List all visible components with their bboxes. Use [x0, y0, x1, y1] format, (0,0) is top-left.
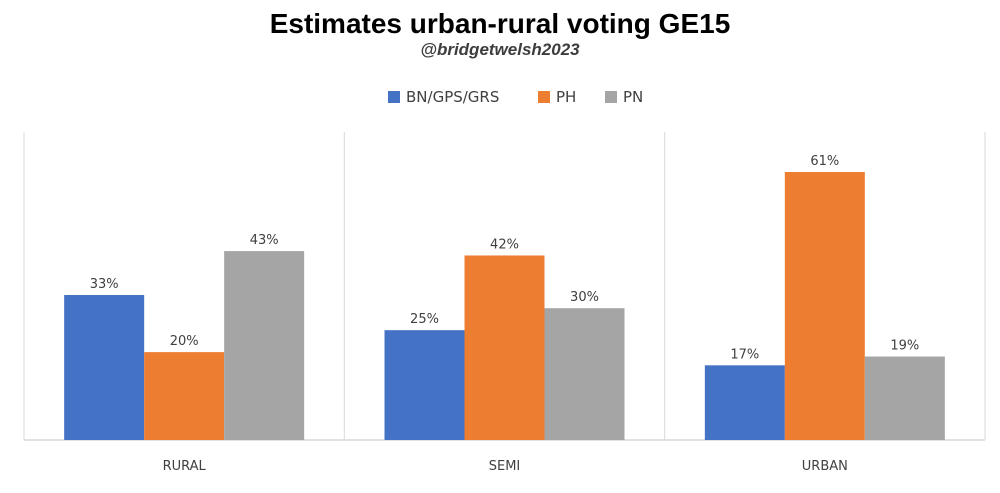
bar-pn-urban: [864, 356, 945, 440]
chart-subtitle: @bridgetwelsh2023: [420, 40, 580, 59]
x-tick-label: URBAN: [802, 459, 848, 474]
data-label: 42%: [490, 237, 519, 252]
x-tick-label: SEMI: [489, 459, 521, 474]
bar-bn-gps-grs-urban: [704, 365, 785, 440]
bar-ph-rural: [144, 352, 225, 440]
bar-pn-semi: [544, 308, 625, 440]
data-label: 25%: [410, 312, 439, 327]
x-tick-label: RURAL: [163, 459, 207, 474]
data-label: 30%: [570, 290, 599, 305]
bar-pn-rural: [224, 251, 305, 440]
data-label: 43%: [250, 233, 279, 248]
legend-swatch: [605, 91, 617, 103]
bar-bn-gps-grs-rural: [64, 295, 145, 440]
chart-title: Estimates urban-rural voting GE15: [269, 8, 731, 39]
data-label: 61%: [810, 154, 839, 169]
legend-swatch: [388, 91, 400, 103]
data-label: 33%: [90, 277, 119, 292]
legend-swatch: [538, 91, 550, 103]
bar-ph-urban: [784, 172, 865, 440]
legend-label: PH: [556, 88, 576, 106]
bar-bn-gps-grs-semi: [384, 330, 465, 440]
legend-label: PN: [623, 88, 643, 106]
data-label: 19%: [890, 339, 919, 354]
data-label: 20%: [170, 334, 199, 349]
legend-label: BN/GPS/GRS: [406, 88, 499, 106]
bar-ph-semi: [464, 255, 545, 440]
data-label: 17%: [730, 347, 759, 362]
